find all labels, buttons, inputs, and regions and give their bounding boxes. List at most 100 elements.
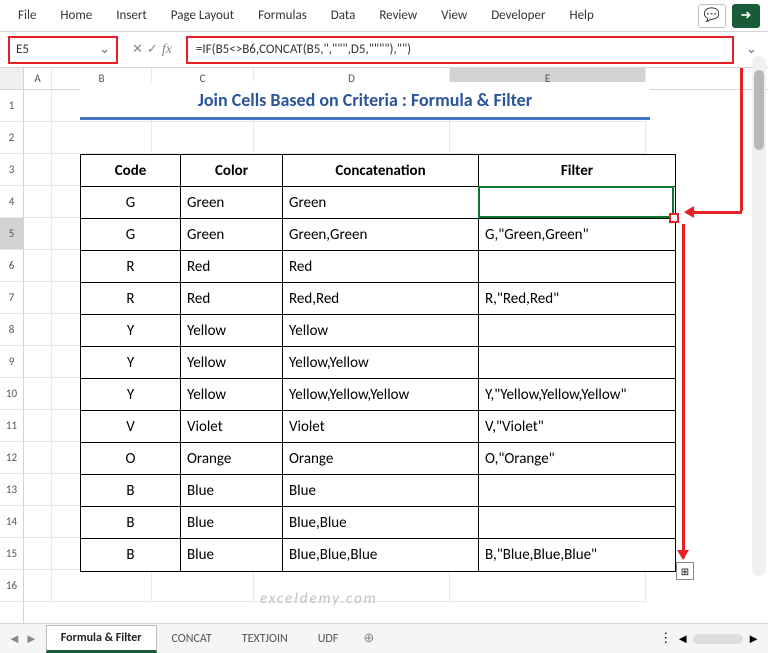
row-header-7[interactable]: 7	[0, 282, 23, 314]
cell-color[interactable]: Violet	[181, 411, 283, 443]
formula-input[interactable]: =IF(B5<>B6,CONCAT(B5,",""",D5,""""),"")	[186, 36, 734, 64]
row-header-16[interactable]: 16	[0, 570, 23, 602]
cell-concat[interactable]: Yellow,Yellow	[283, 347, 479, 379]
row-header-10[interactable]: 10	[0, 378, 23, 410]
cell-concat[interactable]: Red	[283, 251, 479, 283]
add-sheet-icon[interactable]: ⊕	[353, 631, 384, 646]
row-header-11[interactable]: 11	[0, 410, 23, 442]
row-header-13[interactable]: 13	[0, 474, 23, 506]
sheet-tab-formula-filter[interactable]: Formula & Filter	[46, 625, 157, 653]
cell-filter[interactable]: R,"Red,Red"	[479, 283, 675, 315]
cell-code[interactable]: B	[81, 507, 181, 539]
cell-concat[interactable]: Violet	[283, 411, 479, 443]
cell-concat[interactable]: Green,Green	[283, 219, 479, 251]
cell-color[interactable]: Orange	[181, 443, 283, 475]
header-filter[interactable]: Filter	[479, 155, 675, 187]
cell-color[interactable]: Blue	[181, 475, 283, 507]
cell-color[interactable]: Yellow	[181, 347, 283, 379]
row-header-6[interactable]: 6	[0, 250, 23, 282]
ribbon-tab-data[interactable]: Data	[321, 2, 366, 29]
cell-concat[interactable]: Yellow,Yellow,Yellow	[283, 379, 479, 411]
hscroll-left-icon[interactable]: ◄	[676, 631, 689, 647]
fx-accept-icon[interactable]: ✓	[147, 42, 158, 57]
ribbon-tab-insert[interactable]: Insert	[106, 2, 157, 29]
cell-code[interactable]: B	[81, 475, 181, 507]
cell-code[interactable]: V	[81, 411, 181, 443]
sheet-tab-concat[interactable]: CONCAT	[157, 626, 227, 652]
ribbon-tab-formulas[interactable]: Formulas	[248, 2, 317, 29]
scrollbar-thumb[interactable]	[754, 70, 764, 150]
cell-filter[interactable]: B,"Blue,Blue,Blue"	[479, 539, 675, 571]
ribbon-tab-page-layout[interactable]: Page Layout	[161, 2, 244, 29]
name-box[interactable]: E5 ⌄	[8, 36, 118, 64]
hscroll-right-icon[interactable]: ►	[747, 631, 760, 647]
cell-filter[interactable]	[479, 347, 675, 379]
cell-concat[interactable]: Green	[283, 187, 479, 219]
cell-filter[interactable]	[479, 187, 675, 219]
cell-color[interactable]: Green	[181, 187, 283, 219]
ribbon-tab-file[interactable]: File	[8, 2, 46, 29]
cell-code[interactable]: G	[81, 219, 181, 251]
row-header-3[interactable]: 3	[0, 154, 23, 186]
cell-code[interactable]: Y	[81, 347, 181, 379]
vertical-scrollbar[interactable]	[752, 56, 766, 576]
fx-label[interactable]: fx	[162, 42, 172, 58]
cell-color[interactable]: Red	[181, 251, 283, 283]
row-header-15[interactable]: 15	[0, 538, 23, 570]
cell-code[interactable]: G	[81, 187, 181, 219]
cell-filter[interactable]: O,"Orange"	[479, 443, 675, 475]
ribbon-tab-help[interactable]: Help	[559, 2, 603, 29]
sheet-tab-textjoin[interactable]: TEXTJOIN	[227, 626, 303, 652]
cell-code[interactable]: Y	[81, 315, 181, 347]
cell-code[interactable]: O	[81, 443, 181, 475]
cell-color[interactable]: Green	[181, 219, 283, 251]
share-icon[interactable]: ➜	[732, 4, 760, 28]
row-header-9[interactable]: 9	[0, 346, 23, 378]
cell-code[interactable]: B	[81, 539, 181, 571]
ribbon-tab-view[interactable]: View	[431, 2, 477, 29]
row-header-4[interactable]: 4	[0, 186, 23, 218]
cell-filter[interactable]	[479, 475, 675, 507]
fx-cancel-icon[interactable]: ✕	[132, 42, 143, 57]
ribbon-tab-developer[interactable]: Developer	[481, 2, 555, 29]
row-header-14[interactable]: 14	[0, 506, 23, 538]
cell-filter[interactable]	[479, 507, 675, 539]
cell-filter[interactable]: V,"Violet"	[479, 411, 675, 443]
formula-expand-icon[interactable]: ⌄	[740, 42, 760, 57]
header-concat[interactable]: Concatenation	[283, 155, 479, 187]
sheet-tab-udf[interactable]: UDF	[303, 626, 354, 652]
cell-concat[interactable]: Blue,Blue	[283, 507, 479, 539]
cell-color[interactable]: Yellow	[181, 315, 283, 347]
cell-code[interactable]: R	[81, 251, 181, 283]
header-color[interactable]: Color	[181, 155, 283, 187]
row-header-8[interactable]: 8	[0, 314, 23, 346]
col-header-a[interactable]: A	[24, 68, 52, 89]
cell-concat[interactable]: Blue	[283, 475, 479, 507]
ribbon-tab-review[interactable]: Review	[369, 2, 427, 29]
cell-filter[interactable]	[479, 315, 675, 347]
tab-menu-icon[interactable]: ⋮	[659, 631, 672, 646]
header-code[interactable]: Code	[81, 155, 181, 187]
cell-filter[interactable]: G,"Green,Green"	[479, 219, 675, 251]
row-header-5[interactable]: 5	[0, 218, 23, 250]
chevron-down-icon[interactable]: ⌄	[99, 42, 110, 57]
cell-color[interactable]: Blue	[181, 507, 283, 539]
horizontal-scrollbar[interactable]	[693, 634, 743, 644]
cell-concat[interactable]: Blue,Blue,Blue	[283, 539, 479, 571]
ribbon-tab-home[interactable]: Home	[50, 2, 102, 29]
tab-nav-right-icon[interactable]: ►	[25, 631, 38, 647]
cell-code[interactable]: R	[81, 283, 181, 315]
tab-nav-left-icon[interactable]: ◄	[8, 631, 21, 647]
row-header-1[interactable]: 1	[0, 90, 23, 122]
cell-filter[interactable]	[479, 251, 675, 283]
cell-color[interactable]: Yellow	[181, 379, 283, 411]
cell-code[interactable]: Y	[81, 379, 181, 411]
comments-icon[interactable]: 💬	[698, 4, 726, 28]
cell-concat[interactable]: Yellow	[283, 315, 479, 347]
cell-concat[interactable]: Orange	[283, 443, 479, 475]
select-all-corner[interactable]	[0, 68, 23, 90]
cell-color[interactable]: Blue	[181, 539, 283, 571]
cell-concat[interactable]: Red,Red	[283, 283, 479, 315]
row-header-12[interactable]: 12	[0, 442, 23, 474]
row-header-2[interactable]: 2	[0, 122, 23, 154]
